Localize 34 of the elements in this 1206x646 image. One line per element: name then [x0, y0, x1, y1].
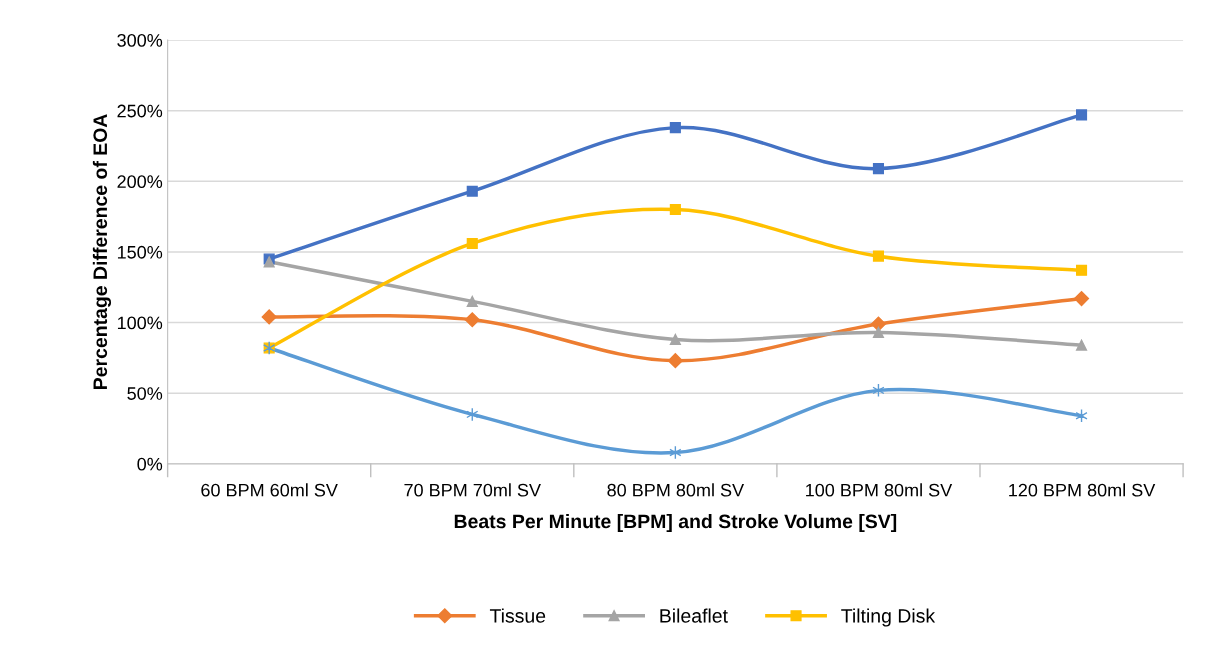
point	[261, 309, 277, 325]
legend-label: Bileaflet	[660, 608, 728, 623]
legend-label: Tilting Disk	[841, 608, 936, 627]
point	[669, 204, 681, 216]
point	[667, 353, 683, 369]
point	[464, 312, 480, 328]
legend-label: Tissue	[489, 608, 546, 623]
point	[466, 295, 478, 307]
y-tick-label: 150%	[117, 245, 163, 259]
y-tick-label: 250%	[117, 104, 163, 118]
point	[1073, 290, 1090, 307]
y-tick-label: 50%	[127, 387, 163, 400]
point	[872, 250, 885, 262]
x-tick-label: 100 BPM 80ml SV	[806, 483, 953, 497]
point	[466, 237, 478, 250]
x-tick-label: 80 BPM 80ml SV	[607, 483, 745, 497]
point	[1075, 264, 1088, 276]
x-tick-label: 120 BPM 80ml SV	[1009, 483, 1156, 497]
point	[872, 326, 885, 339]
x-tick-label: 60 BPM 60ml SV	[201, 483, 338, 497]
x-tick-label: 70 BPM 70ml SV	[404, 483, 541, 497]
point	[870, 316, 887, 332]
y-axis-title: Percentage Difference of EOA	[92, 114, 112, 389]
y-tick-label: 300%	[117, 33, 163, 47]
point	[872, 163, 885, 175]
y-tick-label: 100%	[117, 316, 163, 330]
y-tick-label: 200%	[117, 175, 163, 189]
point	[466, 185, 478, 197]
point	[669, 333, 681, 346]
y-tick-label: 0%	[137, 457, 163, 471]
point	[669, 122, 681, 134]
point	[1075, 109, 1088, 121]
point	[1075, 339, 1088, 351]
x-axis-title: Beats Per Minute [BPM] and Stroke Volume [SV]	[454, 513, 897, 533]
